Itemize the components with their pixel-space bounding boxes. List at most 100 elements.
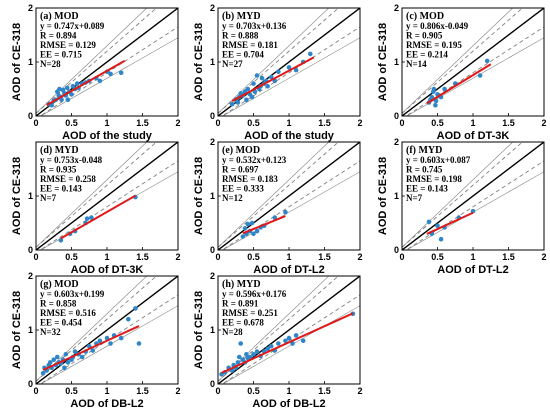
panel-title: (f) MYD bbox=[406, 145, 442, 156]
plot-area bbox=[36, 142, 178, 250]
y-tick-label: 0 bbox=[28, 379, 33, 389]
stat-line: RMSE = 0.258 bbox=[40, 174, 96, 184]
data-point bbox=[426, 219, 432, 225]
y-tick-label: 2 bbox=[210, 271, 215, 281]
data-point bbox=[249, 220, 255, 226]
stat-line: EE = 0.333 bbox=[222, 184, 264, 194]
panel-title: (b) MYD bbox=[222, 11, 261, 22]
stat-line: EE = 0.715 bbox=[40, 50, 82, 60]
x-tick-label: 0 bbox=[215, 118, 220, 128]
data-point bbox=[133, 306, 138, 311]
x-tick-label: 0.5 bbox=[247, 118, 260, 128]
stat-line: EE = 0.143 bbox=[406, 184, 448, 194]
stat-line: y = 0.596x+0.176 bbox=[222, 289, 287, 299]
y-tick-label: 0 bbox=[394, 245, 399, 255]
data-point bbox=[108, 341, 113, 346]
ee-upper-line bbox=[36, 142, 158, 248]
data-point bbox=[242, 226, 248, 231]
data-point bbox=[431, 86, 437, 92]
stat-line: N=28 bbox=[222, 327, 243, 337]
regression-line bbox=[426, 63, 492, 105]
reference-lower-line bbox=[406, 37, 544, 116]
y-tick-label: 2 bbox=[28, 271, 33, 281]
reference-lower-line bbox=[40, 37, 178, 116]
data-point bbox=[247, 354, 253, 360]
x-tick-label: 0 bbox=[33, 252, 38, 262]
y-tick-label: 0 bbox=[28, 245, 33, 255]
x-axis-label: AOD of DB-L2 bbox=[252, 398, 325, 410]
stat-line: N=7 bbox=[406, 193, 423, 203]
data-point bbox=[244, 352, 249, 357]
y-axis-label: AOD of CE-318 bbox=[193, 157, 205, 235]
regression-line bbox=[60, 194, 136, 240]
y-axis-label: AOD of CE-318 bbox=[193, 23, 205, 101]
regression-line bbox=[231, 56, 315, 102]
x-tick-label: 1.5 bbox=[136, 252, 149, 262]
reference-lower-line bbox=[222, 171, 360, 250]
one-to-one-line bbox=[36, 142, 178, 250]
y-tick-label: 2 bbox=[210, 3, 215, 13]
data-point bbox=[237, 354, 242, 360]
ee-lower-line bbox=[405, 26, 544, 116]
regression-line bbox=[46, 59, 126, 107]
data-point bbox=[40, 370, 46, 376]
reference-upper-line bbox=[218, 8, 330, 114]
data-point bbox=[286, 335, 292, 341]
data-point bbox=[251, 81, 256, 86]
y-tick-label: 0 bbox=[28, 111, 33, 121]
data-point bbox=[251, 352, 256, 357]
y-tick-label: 0 bbox=[394, 111, 399, 121]
plot-area bbox=[218, 276, 360, 384]
data-point bbox=[97, 78, 103, 84]
data-point bbox=[254, 73, 260, 78]
regression-line bbox=[426, 211, 474, 235]
stat-line: EE = 0.454 bbox=[40, 318, 82, 328]
x-tick-label: 0.5 bbox=[65, 386, 78, 396]
x-tick-label: 1.5 bbox=[136, 118, 149, 128]
stat-line: y = 0.753x-0.048 bbox=[40, 155, 103, 165]
plot-area bbox=[402, 8, 544, 116]
x-tick-label: 0 bbox=[215, 386, 220, 396]
one-to-one-line bbox=[218, 142, 360, 250]
stat-line: EE = 0.678 bbox=[222, 318, 264, 328]
x-tick-label: 0 bbox=[33, 386, 38, 396]
y-tick-label: 1 bbox=[210, 57, 215, 67]
ee-lower-line bbox=[221, 294, 360, 384]
x-tick-label: 2 bbox=[541, 252, 546, 262]
stat-line: R = 0.894 bbox=[40, 31, 77, 41]
y-tick-label: 1 bbox=[28, 191, 33, 201]
stat-line: y = 0.703x+0.136 bbox=[222, 21, 287, 31]
x-axis-label: AOD of DB-L2 bbox=[70, 398, 143, 410]
x-axis-label: AOD of DT-L2 bbox=[437, 264, 509, 276]
y-tick-label: 1 bbox=[210, 191, 215, 201]
data-point bbox=[62, 365, 67, 371]
data-point bbox=[235, 100, 241, 105]
data-point bbox=[265, 346, 271, 352]
x-tick-label: 0 bbox=[215, 252, 220, 262]
x-tick-label: 1 bbox=[104, 386, 109, 396]
x-tick-label: 1.5 bbox=[318, 252, 331, 262]
stat-line: R = 0.858 bbox=[40, 299, 77, 309]
stat-line: y = 0.747x+0.089 bbox=[40, 21, 105, 31]
ee-upper-line bbox=[402, 142, 524, 248]
stat-line: N=32 bbox=[40, 327, 61, 337]
stat-line: N=12 bbox=[222, 193, 243, 203]
x-axis-label: AOD of DT-L2 bbox=[253, 264, 325, 276]
stat-line: R = 0.745 bbox=[406, 165, 443, 175]
data-point bbox=[89, 215, 94, 220]
data-point bbox=[229, 101, 235, 107]
data-point bbox=[245, 86, 251, 92]
stat-line: RMSE = 0.195 bbox=[406, 40, 462, 50]
reference-upper-line bbox=[402, 8, 514, 114]
reference-upper-line bbox=[36, 142, 148, 248]
data-point bbox=[268, 74, 274, 80]
data-point bbox=[293, 67, 299, 73]
data-point bbox=[84, 216, 90, 221]
data-point bbox=[126, 316, 131, 322]
x-tick-label: 2 bbox=[541, 118, 546, 128]
regression-line bbox=[221, 312, 354, 374]
y-axis-label: AOD of CE-318 bbox=[11, 157, 23, 235]
